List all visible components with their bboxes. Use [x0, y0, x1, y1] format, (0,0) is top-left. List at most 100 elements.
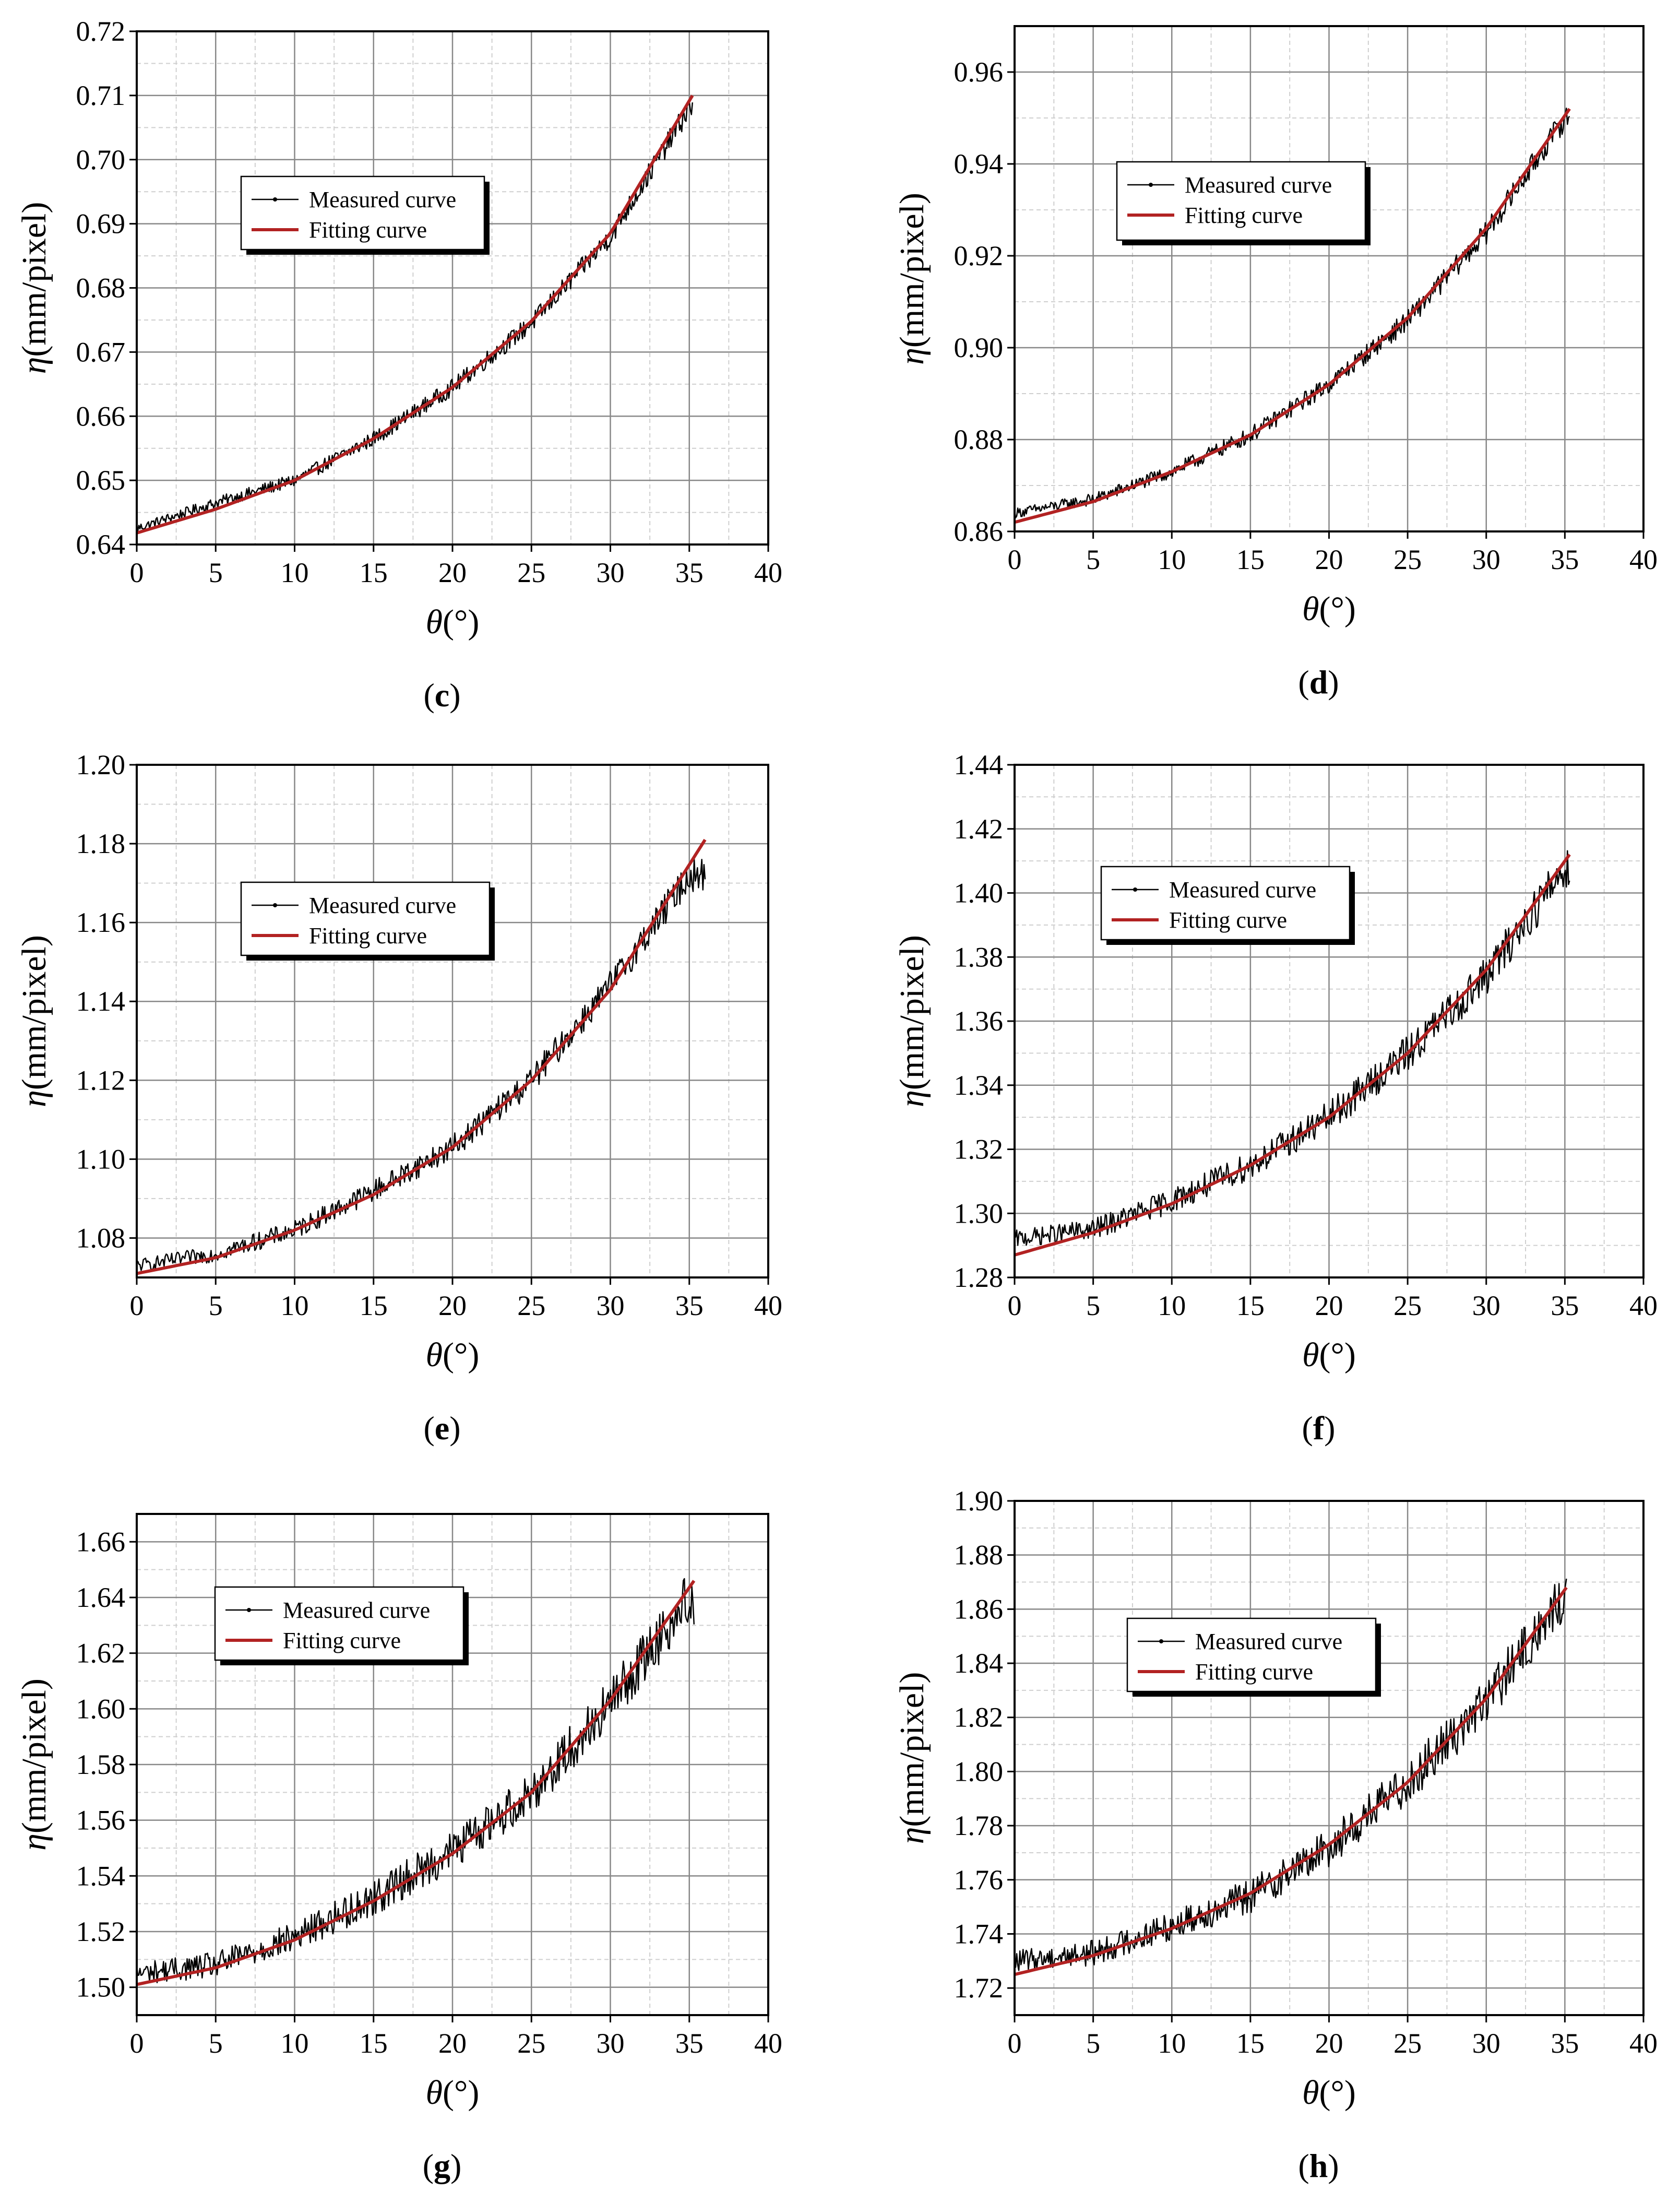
x-axis-symbol: θ [426, 603, 443, 641]
fitting-curve-line [136, 1580, 696, 1986]
y-tick-label: 1.40 [954, 878, 1004, 909]
legend: Measured curve Fitting curve [240, 175, 490, 255]
y-tick-label: 0.94 [954, 148, 1004, 180]
x-tick-label: 15 [360, 557, 388, 588]
x-tick-label: 15 [360, 1290, 388, 1321]
x-tick-label: 35 [675, 557, 704, 588]
y-tick-label: 1.36 [954, 1005, 1004, 1037]
panel-g: 0 5 10 15 20 25 30 35 40 1.50 1.52 1.54 1.56 1.58 1.60… [15, 1513, 782, 2184]
x-axis-title: θ(°) [426, 1336, 480, 1374]
y-tick-label: 0.96 [954, 56, 1004, 88]
y-tick-label: 1.14 [76, 986, 126, 1017]
y-tick-label: 1.32 [954, 1134, 1004, 1165]
y-axis-unit: (mm/pixel) [15, 935, 53, 1090]
y-tick-label: 1.64 [76, 1582, 126, 1613]
y-axis-title: η(mm/pixel) [893, 1672, 931, 1844]
x-tick-label: 5 [1086, 544, 1100, 575]
panel-c: 0 5 10 15 20 25 30 35 40 0.64 0.65 0.66 0.67 0.68 0.69… [15, 16, 782, 714]
x-tick-label: 40 [754, 557, 782, 588]
legend-box [240, 881, 491, 956]
legend-box [1126, 1617, 1377, 1692]
y-tick-label: 0.64 [76, 529, 126, 560]
y-tick-label: 1.54 [76, 1860, 126, 1891]
y-axis-title: η(mm/pixel) [15, 202, 53, 374]
x-tick-label: 40 [754, 2028, 782, 2059]
x-tick-label: 30 [1472, 1290, 1500, 1321]
x-tick-label: 15 [1236, 544, 1265, 575]
y-tick-label: 1.82 [954, 1702, 1004, 1733]
x-tick-label: 25 [1393, 2028, 1422, 2059]
legend-measured-marker [273, 197, 277, 202]
x-tick-label: 0 [130, 557, 144, 588]
x-tick-label: 25 [517, 2028, 545, 2059]
y-axis-symbol: η [15, 357, 53, 374]
x-tick-label: 15 [1236, 1290, 1265, 1321]
y-tick-label: 1.52 [76, 1916, 126, 1947]
y-tick-label: 1.12 [76, 1064, 126, 1096]
panel-label: (g) [423, 2147, 462, 2184]
x-axis-unit: (°) [443, 1336, 479, 1374]
x-tick-label: 30 [1472, 544, 1500, 575]
y-tick-label: 1.34 [954, 1070, 1004, 1101]
y-tick-label: 1.84 [954, 1648, 1004, 1679]
legend-box [240, 175, 485, 251]
panel-label-close: ) [1328, 664, 1339, 701]
x-tick-label: 30 [597, 2028, 625, 2059]
x-axis-unit: (°) [1319, 1336, 1356, 1374]
legend-fitting-label: Fitting curve [283, 1628, 401, 1653]
panel-label-open: ( [1302, 1410, 1313, 1447]
x-axis-symbol: θ [426, 2074, 443, 2112]
panel-d: 0 5 10 15 20 25 30 35 40 0.86 0.88 0.90 0.92 0.94 0.96… [893, 25, 1658, 701]
y-tick-label: 0.70 [76, 144, 126, 175]
x-tick-label: 25 [1393, 1290, 1422, 1321]
legend-measured-label: Measured curve [1169, 877, 1316, 903]
y-tick-label: 1.66 [76, 1526, 126, 1557]
x-tick-label: 5 [209, 557, 223, 588]
y-tick-label: 0.72 [76, 16, 126, 47]
x-axis-symbol: θ [1302, 590, 1319, 628]
panel-label: (f) [1302, 1410, 1336, 1447]
y-tick-label: 1.58 [76, 1749, 126, 1780]
y-tick-label: 1.60 [76, 1693, 126, 1724]
x-tick-label: 20 [438, 1290, 467, 1321]
y-tick-label: 1.86 [954, 1593, 1004, 1625]
x-tick-label: 20 [1315, 544, 1343, 575]
panel-label-letter: f [1313, 1410, 1325, 1447]
x-tick-label: 0 [1008, 2028, 1022, 2059]
x-tick-label: 5 [209, 1290, 223, 1321]
legend-fitting-label: Fitting curve [1195, 1659, 1313, 1685]
legend-box [1100, 866, 1351, 941]
legend: Measured curve Fitting curve [1100, 866, 1355, 945]
y-tick-label: 0.86 [954, 516, 1004, 547]
fitting-curve-line [136, 94, 694, 535]
x-axis-title: θ(°) [426, 2074, 480, 2112]
legend-measured-marker [247, 1608, 251, 1612]
fitting-curve-line [1014, 1587, 1568, 1976]
panel-label: (h) [1298, 2147, 1339, 2184]
x-tick-label: 0 [1008, 1290, 1022, 1321]
panel-label-open: ( [1298, 664, 1309, 701]
x-tick-label: 0 [1008, 544, 1022, 575]
fitting-curve-line [1014, 108, 1571, 524]
panel-h: 0 5 10 15 20 25 30 35 40 1.72 1.74 1.76 1.78 1.80 1.82… [893, 1485, 1658, 2184]
panel-f: 0 5 10 15 20 25 30 35 40 1.28 1.30 1.32 1.34 1.36 1.38… [893, 749, 1658, 1447]
x-axis-symbol: θ [1302, 2074, 1319, 2112]
y-axis-unit: (mm/pixel) [15, 202, 53, 357]
legend-fitting-label: Fitting curve [309, 217, 427, 243]
y-tick-label: 0.66 [76, 400, 126, 432]
x-axis-unit: (°) [443, 2074, 479, 2112]
y-tick-label: 0.90 [954, 332, 1004, 363]
y-tick-label: 0.67 [76, 336, 126, 368]
x-tick-label: 35 [1551, 544, 1579, 575]
x-tick-label: 20 [438, 2028, 467, 2059]
y-tick-label: 1.72 [954, 1972, 1004, 2004]
x-tick-label: 5 [209, 2028, 223, 2059]
y-tick-label: 1.74 [954, 1918, 1004, 1949]
x-tick-label: 30 [597, 1290, 625, 1321]
x-axis-title: θ(°) [1302, 590, 1356, 628]
y-tick-label: 1.90 [954, 1485, 1004, 1517]
measured-curve-line [136, 858, 706, 1271]
y-tick-label: 0.92 [954, 240, 1004, 271]
legend: Measured curve Fitting curve [214, 1586, 469, 1665]
